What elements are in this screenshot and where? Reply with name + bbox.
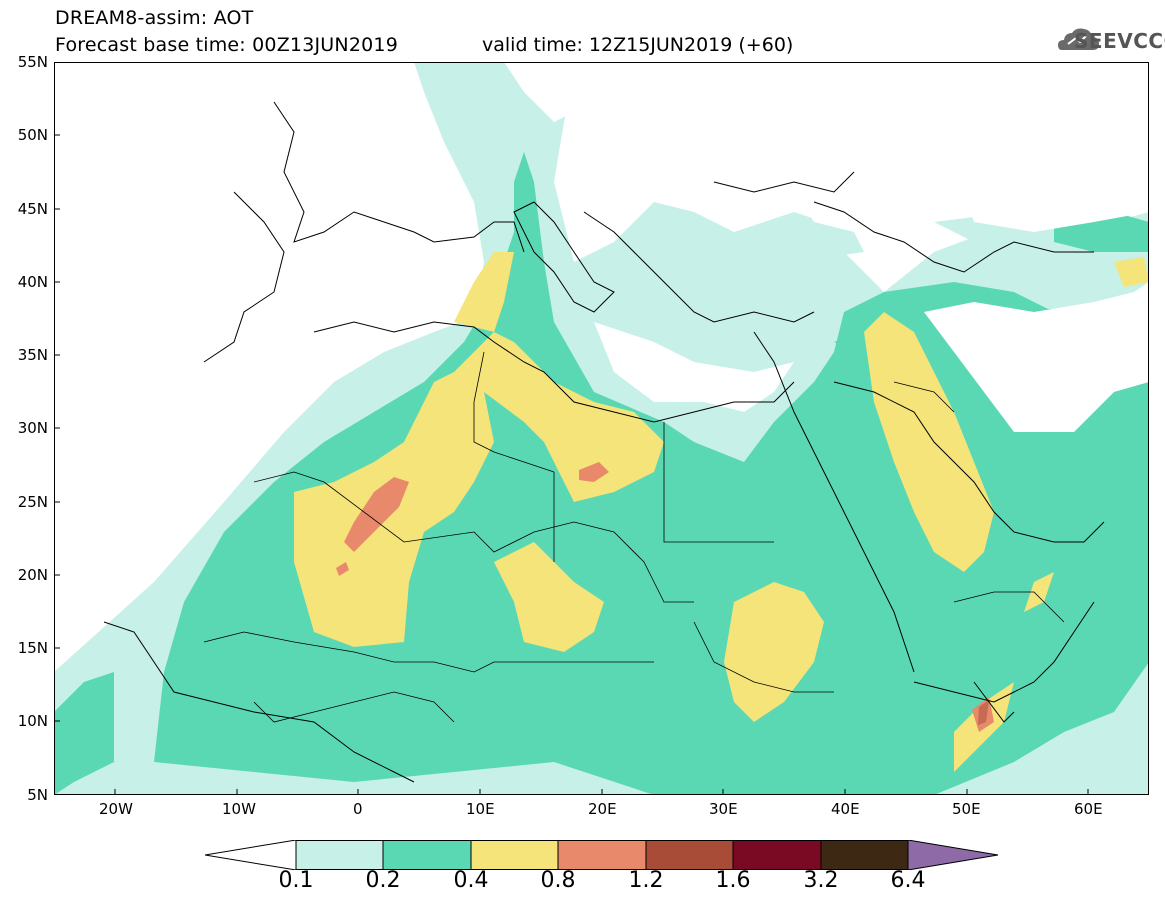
- aot-level-0-4: [294, 252, 1149, 772]
- lat-label-50n: 50N: [17, 126, 48, 144]
- colorbar-swatch-3-2: [820, 840, 909, 870]
- aot-level-1-2: [978, 700, 989, 725]
- colorbar-swatch-0-8: [557, 840, 647, 870]
- lat-label-40n: 40N: [17, 273, 48, 291]
- colorbar-swatch-1-6: [732, 840, 822, 870]
- colorbar: [205, 840, 999, 870]
- country-borders: [203, 351, 1065, 723]
- cloud-icon: [1058, 28, 1099, 50]
- colorbar-max-triangle: [907, 840, 999, 870]
- lon-label-30e: 30E: [709, 800, 738, 818]
- valid-time: valid time: 12Z15JUN2019 (+60): [482, 34, 794, 56]
- colorbar-label-3-2: 3.2: [803, 868, 839, 893]
- lat-label-35n: 35N: [17, 346, 48, 364]
- colorbar-label-1-2: 1.2: [628, 868, 664, 893]
- lon-label-10e: 10E: [466, 800, 495, 818]
- colorbar-min-triangle: [205, 840, 297, 870]
- lat-label-55n: 55N: [17, 53, 48, 71]
- lon-label-20w: 20W: [99, 800, 133, 818]
- colorbar-label-6-4: 6.4: [890, 868, 926, 893]
- lat-label-10n: 10N: [17, 712, 48, 730]
- aot-low-regions: [54, 62, 1149, 552]
- axis-ticks: [54, 134, 1089, 795]
- aot-level-0-8: [336, 462, 994, 732]
- lon-label-60e: 60E: [1074, 800, 1103, 818]
- colorbar-swatch-0-1: [295, 840, 384, 870]
- lon-label-40e: 40E: [831, 800, 860, 818]
- aot-map: [54, 62, 1149, 795]
- lon-label-10w: 10W: [222, 800, 256, 818]
- colorbar-label-0-4: 0.4: [453, 868, 489, 893]
- colorbar-label-0-8: 0.8: [540, 868, 576, 893]
- forecast-base-time: Forecast base time: 00Z13JUN2019: [55, 34, 398, 56]
- lat-label-15n: 15N: [17, 639, 48, 657]
- lat-label-25n: 25N: [17, 493, 48, 511]
- colorbar-label-0-2: 0.2: [365, 868, 401, 893]
- coastlines: [103, 101, 1105, 783]
- colorbar-label-0-1: 0.1: [278, 868, 314, 893]
- lon-label-50e: 50E: [952, 800, 981, 818]
- logo-text: SEEVCCC: [1074, 29, 1165, 53]
- lat-label-45n: 45N: [17, 200, 48, 218]
- lat-label-5n: 5N: [27, 786, 48, 804]
- lon-label-0: 0: [353, 800, 363, 818]
- lat-label-20n: 20N: [17, 566, 48, 584]
- colorbar-swatch-0-4: [470, 840, 559, 870]
- lon-label-20e: 20E: [588, 800, 617, 818]
- colorbar-swatch-1-2: [645, 840, 734, 870]
- colorbar-label-1-6: 1.6: [715, 868, 751, 893]
- map-title: DREAM8-assim: AOT: [55, 7, 254, 29]
- lat-label-30n: 30N: [17, 419, 48, 437]
- colorbar-swatch-0-2: [382, 840, 472, 870]
